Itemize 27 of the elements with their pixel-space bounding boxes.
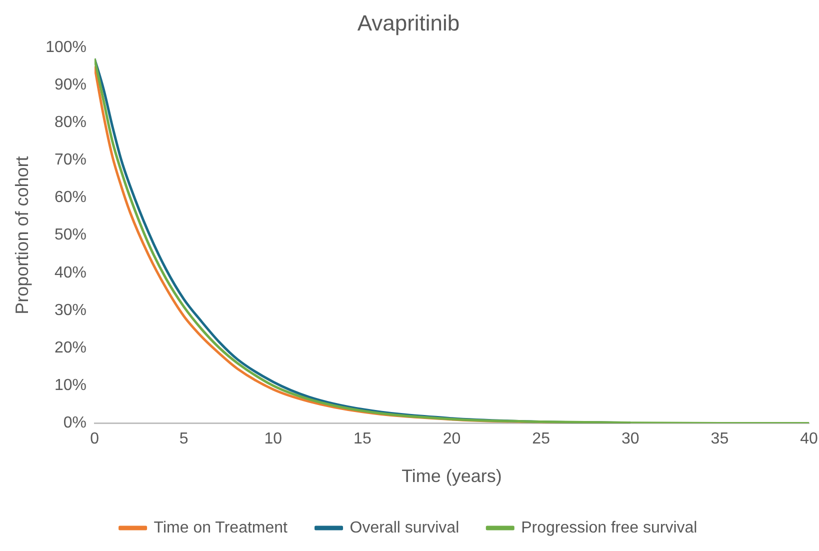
x-tick-label: 35 [710,430,729,448]
y-tick-label: 60% [54,189,87,206]
x-tick-label: 5 [179,430,188,448]
x-tick-label: 10 [264,430,282,448]
legend-label: Time on Treatment [154,519,288,536]
y-tick-label: 90% [54,76,87,94]
x-axis-title: Time (years) [402,466,502,486]
y-tick-label: 80% [54,114,87,131]
legend-label: Progression free survival [521,519,698,536]
x-tick-label: 0 [90,430,100,448]
y-axis-title: Proportion of cohort [12,156,32,314]
y-tick-label: 0% [63,414,87,432]
x-tick-label: 25 [532,430,550,448]
chart-title: Avapritinib [357,10,460,36]
y-tick-label: 50% [54,226,87,244]
line-series [94,57,809,424]
y-tick-label: 40% [54,264,87,282]
legend-label: Overall survival [350,519,460,536]
y-tick-label: 70% [54,152,87,169]
y-tick-label: 100% [46,38,87,56]
x-tick-label: 40 [800,430,818,448]
y-tick-label: 30% [54,302,87,319]
x-tick-label: 15 [354,430,372,448]
x-tick-label: 30 [621,430,640,448]
y-tick-label: 10% [54,377,87,394]
x-tick-label: 20 [442,430,461,448]
y-tick-label: 20% [54,339,87,356]
